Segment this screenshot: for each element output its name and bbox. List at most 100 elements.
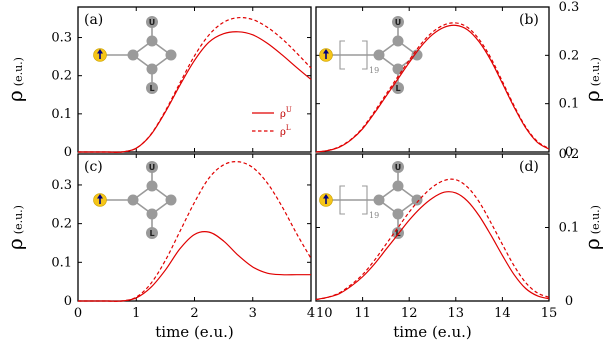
atom bbox=[373, 49, 385, 61]
x-axis-label: time (e.u.) bbox=[155, 323, 233, 341]
panel-b: 0 0.1 0.2 0.3 ρ (e.u.) (b) 19 U L bbox=[315, 0, 604, 160]
y-tick-label: 0.3 bbox=[51, 178, 72, 193]
y-tick-label: 0.2 bbox=[51, 217, 72, 232]
site-label-lower: L bbox=[149, 229, 154, 238]
panel-c: 0 1 2 3 400.10.20.3ρ(e.u.)time (e.u.)(c) UL bbox=[3, 153, 315, 341]
y-tick-label: 0 bbox=[64, 145, 72, 160]
atom bbox=[392, 180, 404, 192]
y-tick-label: 0.1 bbox=[559, 221, 580, 236]
legend-entry-sup: L bbox=[286, 124, 291, 132]
atom bbox=[392, 208, 404, 220]
series-line-rho-U bbox=[77, 231, 311, 302]
y-tick-label: 0.3 bbox=[559, 0, 580, 15]
y-axis-label: ρ (e.u.) bbox=[580, 205, 604, 250]
x-tick-label: 0 bbox=[74, 306, 82, 321]
series-line-rho-U bbox=[315, 191, 550, 301]
atom-upper bbox=[392, 161, 404, 173]
x-tick-label: 1 bbox=[132, 306, 140, 321]
spin-arrow-head bbox=[323, 194, 329, 199]
y-tick-label: 0.2 bbox=[51, 69, 72, 84]
y-tick-label: 0.1 bbox=[51, 255, 72, 270]
series-line-rho-L bbox=[77, 161, 312, 302]
y-axis-label: ρ (e.u.) bbox=[3, 205, 27, 250]
atom-lower bbox=[146, 227, 158, 239]
x-tick-label: 4 bbox=[307, 306, 315, 321]
panel-label: (a) bbox=[84, 12, 103, 28]
panel-frame bbox=[315, 153, 550, 302]
series-line-rho-U bbox=[77, 31, 312, 153]
series-line-rho-U bbox=[315, 24, 550, 153]
x-axis-label: time (e.u.) bbox=[393, 323, 471, 341]
x-tick-label: 14 bbox=[494, 306, 511, 321]
legend-entry-base: ρ bbox=[280, 127, 286, 138]
legend-entry-sup: U bbox=[286, 106, 292, 114]
atom-upper bbox=[392, 16, 404, 28]
y-tick-label: 0.1 bbox=[559, 97, 580, 112]
repeat-count: 19 bbox=[369, 66, 379, 75]
y-axis-label-symbol: ρ bbox=[580, 90, 604, 102]
y-axis-label-symbol: ρ bbox=[3, 238, 27, 250]
y-tick-label: 0 bbox=[565, 294, 573, 309]
spin-arrow-head bbox=[97, 194, 103, 199]
atom bbox=[146, 208, 158, 220]
site-label-lower: L bbox=[395, 84, 400, 93]
panel-label: (d) bbox=[519, 159, 539, 175]
site-label-upper: U bbox=[395, 18, 402, 27]
y-axis-label: ρ (e.u.) bbox=[3, 57, 27, 102]
x-tick-label: 13 bbox=[448, 306, 465, 321]
legend-entry: ρU bbox=[280, 106, 292, 120]
y-axis-label: ρ (e.u.) bbox=[580, 57, 604, 102]
atom bbox=[127, 194, 139, 206]
x-tick-label: 12 bbox=[401, 306, 418, 321]
spin-arrow-head bbox=[323, 49, 329, 54]
site-label-upper: U bbox=[149, 163, 156, 172]
y-axis-label-symbol: ρ bbox=[3, 90, 27, 102]
atom-lower bbox=[146, 82, 158, 94]
y-tick-label: 0.2 bbox=[559, 147, 580, 162]
repeat-bracket-left bbox=[339, 40, 345, 70]
series-line-rho-L bbox=[77, 16, 312, 153]
y-axis-label-symbol: ρ bbox=[580, 238, 604, 250]
repeat-bracket-right bbox=[362, 40, 368, 70]
atom bbox=[146, 35, 158, 47]
atom bbox=[127, 49, 139, 61]
y-axis-label-unit: (e.u.) bbox=[589, 205, 602, 234]
legend-entry-base: ρ bbox=[280, 109, 286, 120]
site-label-lower: L bbox=[149, 84, 154, 93]
panel-frame bbox=[315, 6, 550, 153]
x-tick-label: 15 bbox=[541, 306, 558, 321]
panel-d: 10 11 12 13 14 15 0 0.1 0.2 ρ (e.u.) time (e.u.) (d)… bbox=[315, 147, 604, 341]
site-label-upper: U bbox=[149, 18, 156, 27]
x-tick-label: 2 bbox=[190, 306, 198, 321]
x-tick-label: 3 bbox=[249, 306, 257, 321]
spin-arrow-head bbox=[97, 49, 103, 54]
series-line-rho-L bbox=[315, 178, 550, 301]
repeat-bracket-left bbox=[339, 185, 345, 215]
site-label-upper: U bbox=[395, 163, 402, 172]
x-tick-label: 11 bbox=[354, 306, 371, 321]
series-line-rho-L bbox=[315, 22, 550, 153]
y-axis-label-unit: (e.u.) bbox=[12, 205, 25, 234]
atom bbox=[165, 49, 177, 61]
repeat-bracket-right bbox=[362, 185, 368, 215]
atom bbox=[146, 63, 158, 75]
panel-label: (b) bbox=[519, 12, 539, 28]
y-tick-label: 0.2 bbox=[559, 48, 580, 63]
atom-upper bbox=[146, 161, 158, 173]
atom bbox=[373, 194, 385, 206]
y-axis-label-unit: (e.u.) bbox=[589, 57, 602, 86]
y-tick-label: 0.3 bbox=[51, 31, 72, 46]
inset-molecule: UL bbox=[93, 161, 177, 239]
legend-entry: ρL bbox=[280, 124, 291, 138]
y-tick-label: 0.1 bbox=[51, 107, 72, 122]
panel-label: (c) bbox=[84, 159, 103, 175]
atom bbox=[165, 194, 177, 206]
inset-molecule: 19 U L bbox=[319, 16, 423, 94]
y-tick-label: 0 bbox=[64, 294, 72, 309]
atom-upper bbox=[146, 16, 158, 28]
atom bbox=[392, 35, 404, 47]
